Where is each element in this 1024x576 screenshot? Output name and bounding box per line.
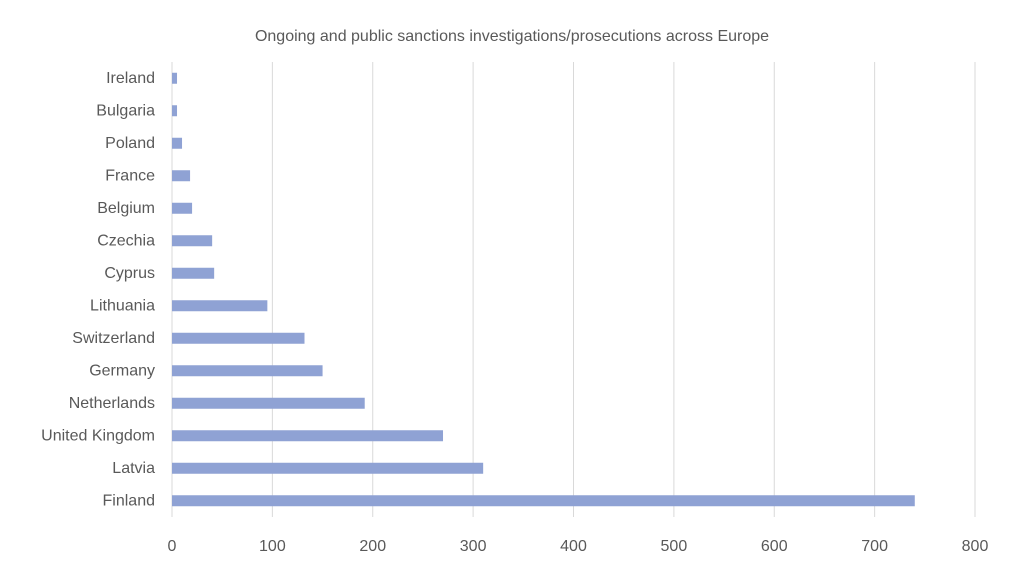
bar-latvia	[172, 462, 484, 474]
bar-lithuania	[172, 300, 268, 312]
x-tick-labels: 0 100 200 300 400 500 600 700 800	[168, 538, 989, 555]
bar-germany	[172, 365, 323, 377]
y-tick-label: Latvia	[112, 460, 155, 477]
bars	[172, 72, 915, 507]
y-tick-label: Switzerland	[72, 330, 155, 347]
bar-switzerland	[172, 332, 305, 344]
x-tick-label: 400	[560, 538, 587, 555]
bar-finland	[172, 495, 915, 507]
y-tick-label: Ireland	[106, 70, 155, 87]
bar-netherlands	[172, 397, 365, 409]
x-tick-label: 200	[359, 538, 386, 555]
y-tick-label: Poland	[105, 135, 155, 152]
bar-bulgaria	[172, 105, 178, 117]
y-tick-label: Belgium	[97, 200, 155, 217]
chart-title: Ongoing and public sanctions investigati…	[254, 28, 770, 45]
bar-czechia	[172, 235, 213, 247]
y-tick-label: Finland	[103, 492, 155, 509]
y-tick-label: Czechia	[97, 232, 155, 249]
bar-france	[172, 170, 191, 182]
x-tick-label: 300	[460, 538, 487, 555]
y-tick-label: Lithuania	[90, 297, 155, 314]
y-tick-label: Netherlands	[69, 395, 155, 412]
bar-poland	[172, 137, 183, 149]
bar-united-kingdom	[172, 430, 444, 442]
bar-belgium	[172, 202, 193, 214]
y-tick-labels: Ireland Bulgaria Poland France Belgium Czechi…	[41, 70, 155, 510]
bar-ireland	[172, 72, 178, 84]
y-tick-label: Germany	[89, 362, 155, 379]
bar-cyprus	[172, 267, 215, 279]
x-tick-label: 500	[661, 538, 688, 555]
x-tick-label: 800	[962, 538, 989, 555]
x-tick-label: 700	[861, 538, 888, 555]
y-tick-label: Bulgaria	[96, 102, 155, 119]
x-tick-label: 0	[168, 538, 177, 555]
x-tick-label: 600	[761, 538, 788, 555]
gridlines	[271, 62, 976, 517]
y-tick-label: France	[105, 167, 155, 184]
x-tick-label: 100	[259, 538, 286, 555]
y-tick-label: United Kingdom	[41, 427, 155, 444]
y-tick-label: Cyprus	[104, 265, 155, 282]
